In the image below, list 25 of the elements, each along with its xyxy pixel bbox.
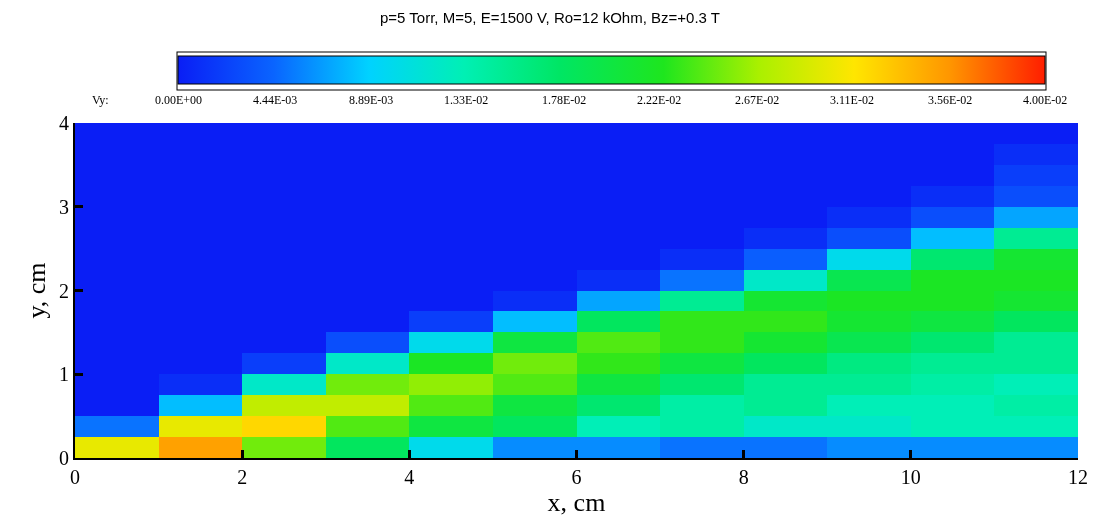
color-bar-label: 2.67E-02 xyxy=(735,93,780,107)
y-tick-label: 2 xyxy=(59,279,69,302)
color-bar-label: 8.89E-03 xyxy=(349,93,394,107)
x-axis-title: x, cm xyxy=(547,488,606,517)
color-bar-label: 3.56E-02 xyxy=(928,93,973,107)
x-tick-label: 8 xyxy=(738,466,749,488)
chart-title: p=5 Torr, M=5, E=1500 V, Ro=12 kOhm, Bz=+0.3 T xyxy=(380,9,720,27)
color-bar-title: Vy: xyxy=(92,93,109,107)
x-tick-label: 10 xyxy=(900,466,921,488)
color-bar-label: 4.44E-03 xyxy=(253,93,298,107)
color-bar-label: 3.11E-02 xyxy=(830,93,874,107)
y-tick-label: 3 xyxy=(59,195,69,218)
x-tick-label: 4 xyxy=(404,466,415,488)
y-axis-title: y, cm xyxy=(21,262,51,319)
y-tick-label: 0 xyxy=(59,447,69,469)
color-bar-label: 1.33E-02 xyxy=(444,93,489,107)
x-tick-label: 6 xyxy=(571,466,582,488)
color-bar-label: 1.78E-02 xyxy=(542,93,587,107)
x-tick-label: 12 xyxy=(1068,466,1088,488)
y-tick-label: 4 xyxy=(59,112,69,134)
color-bar-label: 0.00E+00 xyxy=(155,93,203,107)
y-tick-label: 1 xyxy=(59,363,69,386)
color-bar-label: 4.00E-02 xyxy=(1023,93,1068,107)
x-tick-label: 2 xyxy=(237,466,248,488)
color-bar-label: 2.22E-02 xyxy=(637,93,682,107)
